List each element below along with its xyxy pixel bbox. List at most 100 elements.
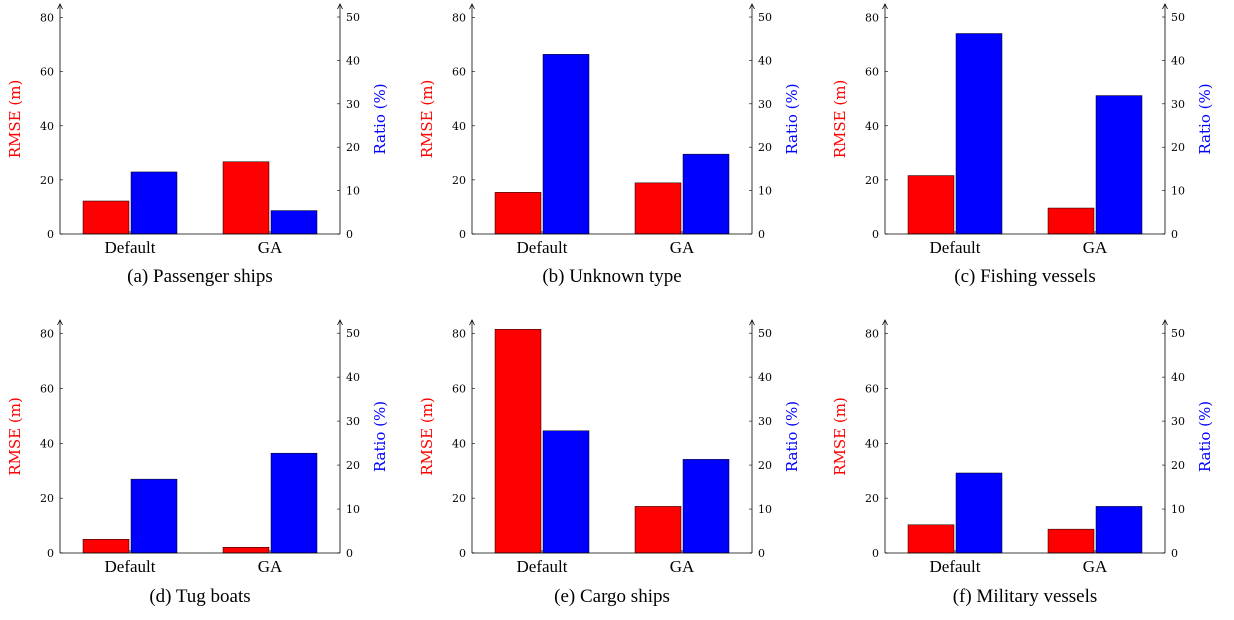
right-y-tick-label: 40 <box>346 371 360 384</box>
right-y-tick-label: 40 <box>1171 371 1185 384</box>
x-tick-label: GA <box>1083 238 1108 257</box>
left-y-tick-label: 20 <box>452 492 466 505</box>
left-y-tick-label: 0 <box>47 547 54 560</box>
right-y-tick-label: 40 <box>346 54 360 67</box>
right-y-tick-label: 10 <box>758 503 772 516</box>
right-axis-arrow <box>337 3 343 10</box>
rmse-bar-ga <box>222 161 270 235</box>
left-y-tick-label: 60 <box>865 66 879 79</box>
right-y-tick-label: 50 <box>1171 11 1185 24</box>
left-y-tick-label: 40 <box>865 437 879 450</box>
left-y-tick-label: 60 <box>865 383 879 396</box>
left-y-tick-label: 20 <box>865 174 879 187</box>
right-y-tick-label: 40 <box>758 371 772 384</box>
ratio-bar-ga <box>270 452 318 554</box>
right-y-tick-label: 20 <box>1171 459 1185 472</box>
right-y-tick-label: 0 <box>346 228 353 241</box>
left-axis-title: RMSE (m) <box>418 397 436 476</box>
right-y-tick-label: 10 <box>346 185 360 198</box>
left-axis-title: RMSE (m) <box>6 397 24 476</box>
x-tick-label: Default <box>517 238 568 257</box>
left-y-tick-label: 60 <box>40 383 54 396</box>
right-axis-title: Ratio (%) <box>371 401 389 472</box>
right-y-tick-label: 30 <box>1171 415 1185 428</box>
rmse-bar-ga <box>634 506 682 554</box>
x-tick-label: Default <box>930 557 981 576</box>
x-tick-label: GA <box>258 238 283 257</box>
x-tick-label: GA <box>258 557 283 576</box>
left-axis-title: RMSE (m) <box>6 80 24 159</box>
left-axis-arrow <box>57 3 63 10</box>
panel-caption: (e) Cargo ships <box>554 586 670 607</box>
left-y-tick-label: 40 <box>865 120 879 133</box>
left-y-tick-label: 20 <box>452 174 466 187</box>
left-y-tick-label: 0 <box>872 228 879 241</box>
left-y-tick-label: 40 <box>40 437 54 450</box>
left-y-tick-label: 60 <box>452 66 466 79</box>
x-tick-label: Default <box>930 238 981 257</box>
right-y-tick-label: 50 <box>346 11 360 24</box>
right-y-tick-label: 50 <box>758 11 772 24</box>
left-axis-arrow <box>57 319 63 326</box>
rmse-bar-ga <box>222 546 270 554</box>
chart-panel-3: Default GA 0 20 40 60 80 0 10 20 30 40 50 RMSE (m) Rat… <box>6 319 389 607</box>
panel-caption: (d) Tug boats <box>149 586 250 607</box>
right-y-tick-label: 30 <box>346 415 360 428</box>
rmse-bar-default <box>494 329 542 554</box>
rmse-bar-ga <box>634 182 682 235</box>
x-tick-label: Default <box>105 557 156 576</box>
chart-panel-1: Default GA 0 20 40 60 80 0 10 20 30 40 50 RMSE (m) Rat… <box>418 3 801 287</box>
x-tick-label: GA <box>670 238 695 257</box>
left-axis-arrow <box>469 3 475 10</box>
right-y-tick-label: 0 <box>758 228 765 241</box>
x-tick-label: GA <box>670 557 695 576</box>
rmse-bar-default <box>907 175 955 235</box>
chart-panel-0: Default GA 0 20 40 60 80 0 10 20 30 40 50 RMSE (m) Rat… <box>6 3 389 287</box>
ratio-bar-default <box>955 33 1003 235</box>
left-y-tick-label: 40 <box>40 120 54 133</box>
right-y-tick-label: 50 <box>346 327 360 340</box>
left-axis-arrow <box>469 319 475 326</box>
chart-panel-5: Default GA 0 20 40 60 80 0 10 20 30 40 50 RMSE (m) Rat… <box>831 319 1214 607</box>
left-y-tick-label: 0 <box>459 547 466 560</box>
right-axis-arrow <box>337 319 343 326</box>
right-y-tick-label: 30 <box>1171 98 1185 111</box>
rmse-bar-default <box>907 524 955 554</box>
right-y-tick-label: 20 <box>346 141 360 154</box>
ratio-bar-ga <box>270 210 318 235</box>
left-y-tick-label: 60 <box>40 66 54 79</box>
right-y-tick-label: 10 <box>1171 503 1185 516</box>
right-axis-title: Ratio (%) <box>783 401 801 472</box>
ratio-bar-default <box>130 171 178 235</box>
left-y-tick-label: 80 <box>40 12 54 25</box>
right-axis-title: Ratio (%) <box>783 83 801 154</box>
x-tick-label: Default <box>517 557 568 576</box>
right-y-tick-label: 0 <box>758 547 765 560</box>
right-y-tick-label: 0 <box>1171 228 1178 241</box>
ratio-bar-default <box>542 430 590 554</box>
chart-panel-2: Default GA 0 20 40 60 80 0 10 20 30 40 50 RMSE (m) Rat… <box>831 3 1214 287</box>
right-y-tick-label: 40 <box>758 54 772 67</box>
left-y-tick-label: 20 <box>40 492 54 505</box>
left-axis-arrow <box>882 319 888 326</box>
right-y-tick-label: 10 <box>1171 185 1185 198</box>
right-y-tick-label: 20 <box>346 459 360 472</box>
panel-caption: (b) Unknown type <box>542 266 681 287</box>
ratio-bar-default <box>955 472 1003 554</box>
right-y-tick-label: 0 <box>1171 547 1178 560</box>
ratio-bar-default <box>542 54 590 235</box>
right-axis-title: Ratio (%) <box>371 83 389 154</box>
left-y-tick-label: 0 <box>47 228 54 241</box>
left-axis-title: RMSE (m) <box>418 80 436 159</box>
right-y-tick-label: 10 <box>758 185 772 198</box>
right-axis-arrow <box>749 3 755 10</box>
right-y-tick-label: 0 <box>346 547 353 560</box>
rmse-bar-ga <box>1047 207 1095 235</box>
left-y-tick-label: 0 <box>872 547 879 560</box>
x-tick-label: GA <box>1083 557 1108 576</box>
right-y-tick-label: 30 <box>346 98 360 111</box>
panel-caption: (c) Fishing vessels <box>954 266 1095 287</box>
right-axis-arrow <box>1162 319 1168 326</box>
left-y-tick-label: 80 <box>452 12 466 25</box>
